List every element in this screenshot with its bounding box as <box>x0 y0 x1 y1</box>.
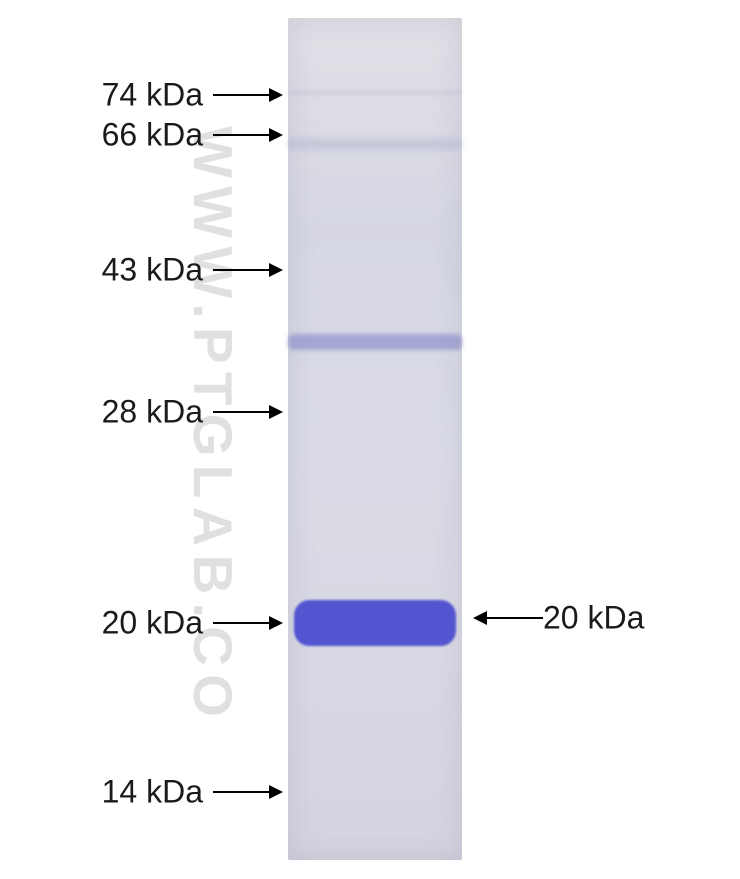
marker-label: 20 kDa <box>543 600 644 637</box>
marker-label: 20 kDa <box>102 605 203 642</box>
marker-arrow <box>213 263 283 277</box>
marker-label: 28 kDa <box>102 394 203 431</box>
marker-arrow <box>473 611 543 625</box>
gel-band <box>288 138 462 150</box>
gel-lane <box>288 18 462 860</box>
gel-image: WWW.PTGLAB.CO 74 kDa66 kDa43 kDa28 kDa20… <box>0 0 740 879</box>
marker-arrow <box>213 128 283 142</box>
gel-band <box>288 334 462 350</box>
marker-arrow <box>213 88 283 102</box>
marker-label: 66 kDa <box>102 117 203 154</box>
gel-band <box>288 90 462 95</box>
marker-arrow <box>213 405 283 419</box>
marker-label: 74 kDa <box>102 77 203 114</box>
marker-label: 43 kDa <box>102 252 203 289</box>
gel-band <box>294 600 456 646</box>
marker-arrow <box>213 785 283 799</box>
marker-label: 14 kDa <box>102 774 203 811</box>
marker-arrow <box>213 616 283 630</box>
